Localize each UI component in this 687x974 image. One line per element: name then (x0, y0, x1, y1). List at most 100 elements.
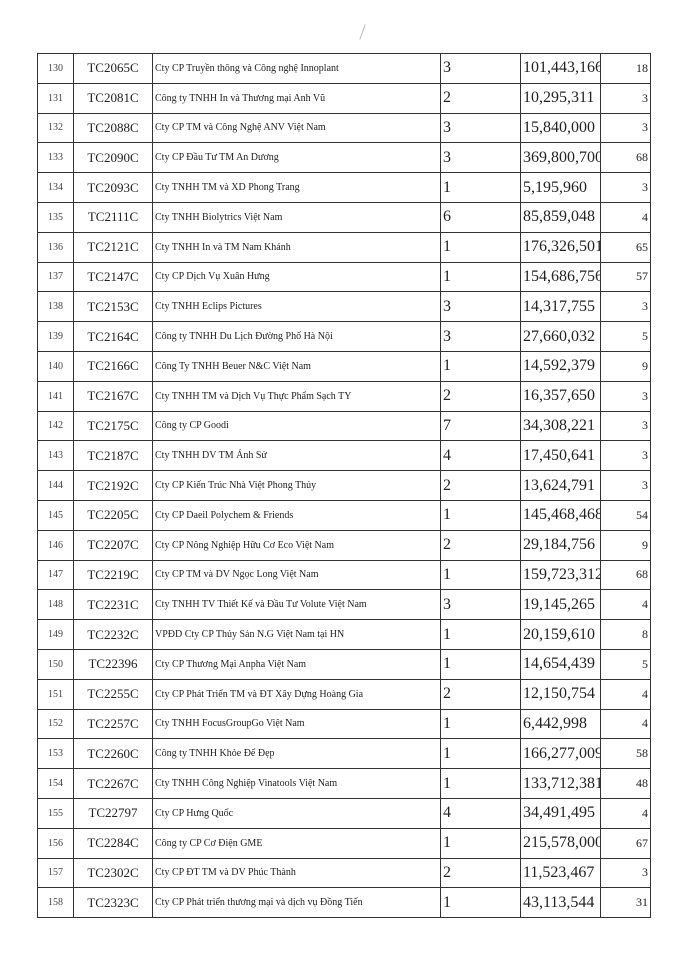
customer-code-cell: TC2232C (73, 619, 153, 650)
customer-code-cell: TC2121C (73, 231, 153, 263)
amount-cell: 17,450,641 (520, 440, 601, 472)
table-row: 138 TC2153C Cty TNHH Eclips Pictures 3 14,31… (37, 291, 651, 323)
table-row: 149 TC2232C VPĐD Cty CP Thủy Sản N.G Việt … (37, 619, 651, 650)
customer-code-cell: TC2187C (73, 440, 153, 472)
row-number-cell: 153 (37, 738, 74, 770)
table-row: 134 TC2093C Cty TNHH TM và XD Phong Trang 1… (37, 172, 651, 203)
row-number-cell: 136 (37, 231, 74, 263)
days-overdue-cell: 3 (600, 172, 651, 203)
amount-cell: 43,113,544 (520, 887, 601, 919)
row-number-cell: 142 (37, 410, 74, 442)
amount-cell: 34,308,221 (520, 410, 601, 442)
days-overdue-cell: 68 (600, 559, 651, 591)
table-row: 131 TC2081C Công ty TNHH In và Thương mại … (37, 82, 651, 114)
table-row: 139 TC2164C Công ty TNHH Du Lịch Đường Phố… (37, 321, 651, 352)
company-name-cell: Cty TNHH TV Thiết Kế và Đầu Tư Volute Vi… (152, 589, 441, 621)
days-overdue-cell: 57 (600, 261, 651, 293)
customer-code-cell: TC2090C (73, 142, 153, 174)
invoice-count-cell: 2 (440, 470, 521, 501)
customer-code-cell: TC22396 (73, 648, 153, 680)
row-number-cell: 141 (37, 380, 74, 412)
table-row: 140 TC2166C Công Ty TNHH Beuer N&C Việt Na… (37, 350, 651, 382)
days-overdue-cell: 3 (600, 380, 651, 412)
customer-code-cell: TC22797 (73, 797, 153, 829)
invoice-count-cell: 3 (440, 291, 521, 323)
customer-code-cell: TC2164C (73, 321, 153, 352)
amount-cell: 20,159,610 (520, 619, 601, 650)
invoice-count-cell: 1 (440, 827, 521, 859)
amount-cell: 34,491,495 (520, 797, 601, 829)
amount-cell: 27,660,032 (520, 321, 601, 352)
table-row: 148 TC2231C Cty TNHH TV Thiết Kế và Đầu Tư… (37, 589, 651, 621)
days-overdue-cell: 65 (600, 231, 651, 263)
amount-cell: 15,840,000 (520, 112, 601, 144)
customer-code-cell: TC2219C (73, 559, 153, 591)
table-row: 143 TC2187C Cty TNHH DV TM Ánh Sử 4 17,450,6… (37, 440, 651, 472)
row-number-cell: 133 (37, 142, 74, 174)
amount-cell: 154,686,756 (520, 261, 601, 293)
amount-cell: 166,277,009 (520, 738, 601, 770)
days-overdue-cell: 3 (600, 291, 651, 323)
row-number-cell: 155 (37, 797, 74, 829)
customer-code-cell: TC2153C (73, 291, 153, 323)
days-overdue-cell: 3 (600, 410, 651, 442)
company-name-cell: Cty CP ĐT TM và DV Phúc Thành (152, 857, 441, 889)
invoice-count-cell: 2 (440, 678, 521, 710)
company-name-cell: Cty CP Phát triển thương mại và dịch vụ … (152, 887, 441, 919)
customer-code-cell: TC2302C (73, 857, 153, 889)
row-number-cell: 151 (37, 678, 74, 710)
row-number-cell: 145 (37, 499, 74, 531)
days-overdue-cell: 8 (600, 619, 651, 650)
table-row: 155 TC22797 Cty CP Hưng Quốc 4 34,491,495 4 (37, 797, 651, 829)
customer-code-cell: TC2231C (73, 589, 153, 621)
row-number-cell: 131 (37, 82, 74, 114)
row-number-cell: 132 (37, 112, 74, 144)
amount-cell: 10,295,311 (520, 82, 601, 114)
company-name-cell: Công ty CP Goodi (152, 410, 441, 442)
company-name-cell: Cty TNHH TM và XD Phong Trang (152, 172, 441, 203)
days-overdue-cell: 4 (600, 797, 651, 829)
table-row: 133 TC2090C Cty CP Đầu Tư TM An Dương 3 369,… (37, 142, 651, 174)
table-row: 150 TC22396 Cty CP Thương Mại Anpha Việt N… (37, 648, 651, 680)
invoice-count-cell: 3 (440, 112, 521, 144)
company-name-cell: Cty CP Đầu Tư TM An Dương (152, 142, 441, 174)
company-name-cell: Cty CP Kiến Trúc Nhà Việt Phong Thủy (152, 470, 441, 501)
invoice-count-cell: 1 (440, 738, 521, 770)
customer-code-cell: TC2081C (73, 82, 153, 114)
table-row: 153 TC2260C Công ty TNHH Khỏe Để Đẹp 1 166,2… (37, 738, 651, 770)
customer-code-cell: TC2205C (73, 499, 153, 531)
row-number-cell: 144 (37, 470, 74, 501)
debt-table: 130 TC2065C Cty CP Truyền thông và Công ng… (37, 53, 651, 919)
table-row: 137 TC2147C Cty CP Dịch Vụ Xuân Hưng 1 154,6… (37, 261, 651, 293)
invoice-count-cell: 7 (440, 410, 521, 442)
invoice-count-cell: 1 (440, 768, 521, 799)
amount-cell: 19,145,265 (520, 589, 601, 621)
customer-code-cell: TC2207C (73, 529, 153, 561)
table-row: 157 TC2302C Cty CP ĐT TM và DV Phúc Thành 2… (37, 857, 651, 889)
row-number-cell: 137 (37, 261, 74, 293)
amount-cell: 12,150,754 (520, 678, 601, 710)
table-row: 154 TC2267C Cty TNHH Công Nghiệp Vinatools… (37, 768, 651, 799)
amount-cell: 29,184,756 (520, 529, 601, 561)
company-name-cell: Cty CP Thương Mại Anpha Việt Nam (152, 648, 441, 680)
days-overdue-cell: 18 (600, 53, 651, 84)
days-overdue-cell: 4 (600, 589, 651, 621)
days-overdue-cell: 4 (600, 708, 651, 740)
invoice-count-cell: 1 (440, 350, 521, 382)
days-overdue-cell: 5 (600, 648, 651, 680)
table-row: 141 TC2167C Cty TNHH TM và Dịch Vụ Thực Ph… (37, 380, 651, 412)
row-number-cell: 130 (37, 53, 74, 84)
row-number-cell: 143 (37, 440, 74, 472)
company-name-cell: Cty CP Phát Triển TM và ĐT Xây Dựng Hoàn… (152, 678, 441, 710)
amount-cell: 13,624,791 (520, 470, 601, 501)
table-row: 130 TC2065C Cty CP Truyền thông và Công ng… (37, 53, 651, 84)
table-row: 147 TC2219C Cty CP TM và DV Ngọc Long Việt… (37, 559, 651, 591)
company-name-cell: Cty TNHH Biolytrics Việt Nam (152, 201, 441, 233)
company-name-cell: Cty TNHH Eclips Pictures (152, 291, 441, 323)
invoice-count-cell: 1 (440, 708, 521, 740)
amount-cell: 145,468,468 (520, 499, 601, 531)
amount-cell: 85,859,048 (520, 201, 601, 233)
amount-cell: 14,592,379 (520, 350, 601, 382)
amount-cell: 11,523,467 (520, 857, 601, 889)
invoice-count-cell: 1 (440, 231, 521, 263)
